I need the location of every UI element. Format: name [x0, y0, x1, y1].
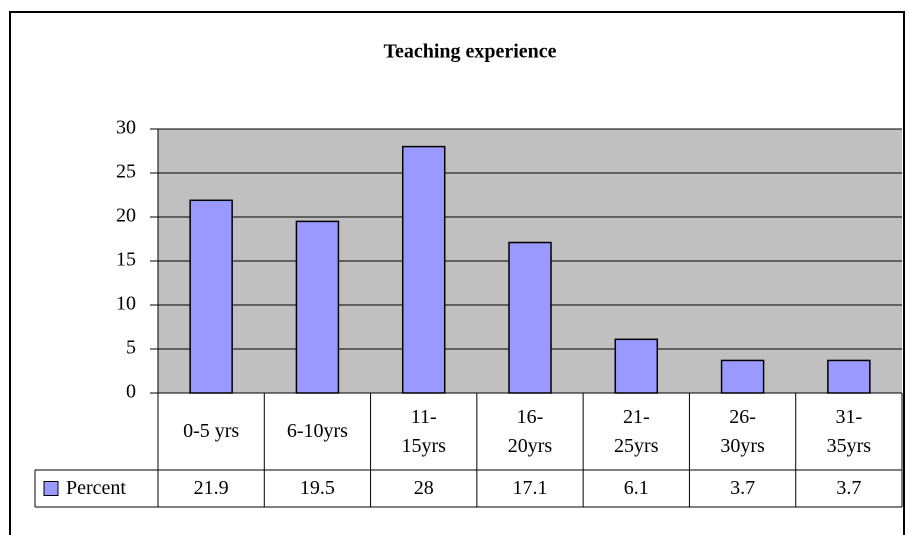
bar — [189, 199, 233, 394]
x-tick-label: 11- 15yrs — [401, 405, 446, 457]
data-label: 19.5 — [299, 477, 335, 499]
y-tick-label: 30 — [116, 117, 136, 139]
data-label: 3.7 — [836, 477, 862, 499]
data-label: 6.1 — [623, 477, 649, 499]
bar — [614, 338, 659, 394]
x-tick-label: 31- 35yrs — [826, 405, 872, 457]
y-tick-label: 10 — [116, 293, 136, 315]
legend-label: Percent — [66, 477, 126, 499]
bar — [401, 145, 446, 394]
legend-swatch — [43, 481, 59, 496]
y-tick-label: 5 — [126, 337, 136, 359]
data-label: 21.9 — [193, 477, 229, 499]
data-label: 3.7 — [730, 477, 756, 499]
x-tick-label: 0-5 yrs — [183, 420, 240, 442]
bar — [827, 359, 871, 394]
x-tick-label: 16- 20yrs — [507, 405, 553, 457]
bar — [295, 220, 340, 394]
x-tick-label: 6-10yrs — [286, 420, 348, 442]
y-tick-label: 15 — [116, 249, 136, 271]
bar — [508, 241, 552, 394]
data-label: 28 — [413, 477, 434, 499]
x-tick-label: 26- 30yrs — [720, 405, 765, 457]
y-tick-label: 20 — [116, 205, 136, 227]
data-label: 17.1 — [512, 477, 548, 499]
chart-title: Teaching experience — [383, 41, 556, 63]
bar — [720, 359, 765, 394]
y-tick-label: 0 — [126, 381, 136, 403]
y-tick-label: 25 — [116, 161, 136, 183]
x-tick-label: 21- 25yrs — [614, 405, 659, 457]
